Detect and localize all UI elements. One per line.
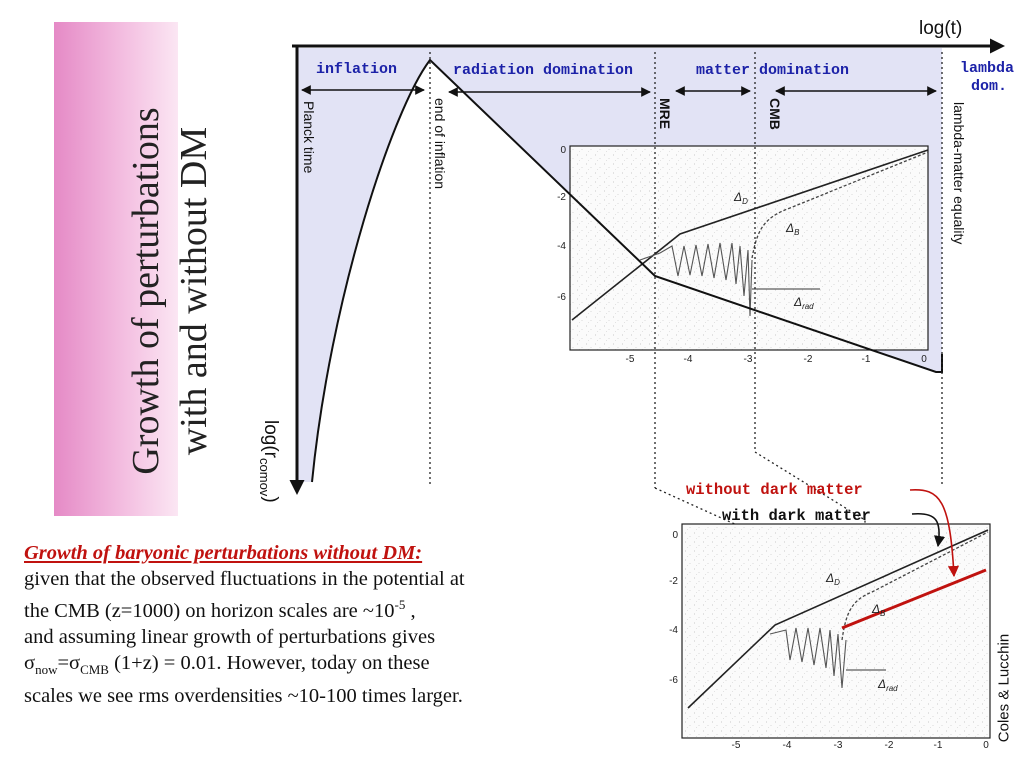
era-label-lambda-dom: dom. (971, 78, 1007, 95)
x-tick-label: -2 (885, 740, 894, 751)
planck-time-label: Planck time (301, 101, 317, 174)
radiation-oscillation (639, 242, 753, 317)
delta-b-label: ΔB (871, 602, 886, 618)
delta-d-curve (687, 529, 989, 709)
body-line-3: and assuming linear growth of perturbati… (24, 625, 436, 648)
mre-label: MRE (657, 98, 673, 129)
y-tick-label: 0 (672, 530, 678, 541)
era-label-lambda: lambda (960, 60, 1014, 77)
x-tick-label: -3 (744, 354, 753, 365)
time-axis-label: log(t) (919, 18, 962, 39)
x-tick-label: -4 (783, 740, 792, 751)
comoving-scale-curve (311, 58, 943, 483)
without-dm-callout-arrow (909, 489, 960, 578)
x-tick-label: -1 (862, 354, 871, 365)
era-label-matter: matter domination (696, 62, 849, 79)
x-tick-label: -1 (934, 740, 943, 751)
y-tick-label: -2 (669, 576, 678, 587)
y-tick-label: -6 (557, 292, 566, 303)
y-tick-label: -4 (669, 625, 678, 636)
delta-d-label: ΔD (825, 571, 840, 587)
delta-rad-label: Δrad (877, 677, 898, 693)
body-line-4: σnow=σCMB (1+z) = 0.01. However, today o… (24, 651, 430, 677)
delta-b-curve (841, 531, 989, 641)
x-tick-label: -3 (834, 740, 843, 751)
delta-d-curve (571, 149, 929, 321)
body-heading: Growth of baryonic perturbations without… (24, 542, 423, 564)
y-tick-label: -6 (669, 675, 678, 686)
y-tick-label: -2 (557, 192, 566, 203)
x-tick-label: -5 (732, 740, 741, 751)
growth-plot-lower: ΔD ΔB Δrad 0 -2 -4 -6 -5 -4 -3 -2 -1 0 (669, 523, 991, 751)
title-panel: Growth of perturbations with and without… (54, 22, 215, 516)
with-dm-callout-arrow (911, 512, 946, 548)
x-tick-label: -2 (804, 354, 813, 365)
scale-axis-label: log(rcomov) (257, 420, 281, 503)
with-dm-callout: with dark matter (722, 507, 871, 525)
credit-label: Coles & Lucchin (995, 633, 1013, 743)
x-tick-label: -5 (626, 354, 635, 365)
body-text: Growth of baryonic perturbations without… (24, 540, 674, 709)
growth-plot-upper: ΔD ΔB Δrad 0 -2 -4 -6 -5 -4 -3 -2 -1 0 (557, 145, 929, 365)
x-tick-label: 0 (983, 740, 989, 751)
without-dm-callout: without dark matter (686, 481, 863, 499)
delta-b-label: ΔB (785, 221, 800, 237)
x-tick-label: 0 (921, 354, 927, 365)
y-tick-label: -4 (557, 241, 566, 252)
plot-frame (569, 145, 929, 351)
body-line-2: the CMB (z=1000) on horizon scales are ~… (24, 597, 416, 622)
body-line-1: given that the observed fluctuations in … (24, 568, 465, 590)
end-of-inflation-label: end of inflation (432, 98, 448, 189)
y-tick-label: 0 (560, 145, 566, 156)
x-tick-label: -4 (684, 354, 693, 365)
radiation-oscillation (769, 627, 847, 689)
delta-b-curve (751, 151, 929, 259)
lambda-matter-equality-label: lambda-matter equality (951, 102, 967, 244)
delta-d-label: ΔD (733, 190, 748, 206)
delta-rad-label: Δrad (793, 295, 814, 311)
plot-frame (681, 523, 991, 739)
without-dm-growth-line (841, 568, 987, 630)
cmb-label: CMB (767, 98, 783, 130)
era-label-inflation: inflation (316, 61, 397, 78)
body-line-5: scales we see rms overdensities ~10-100 … (24, 684, 463, 707)
era-label-radiation: radiation domination (453, 62, 633, 79)
